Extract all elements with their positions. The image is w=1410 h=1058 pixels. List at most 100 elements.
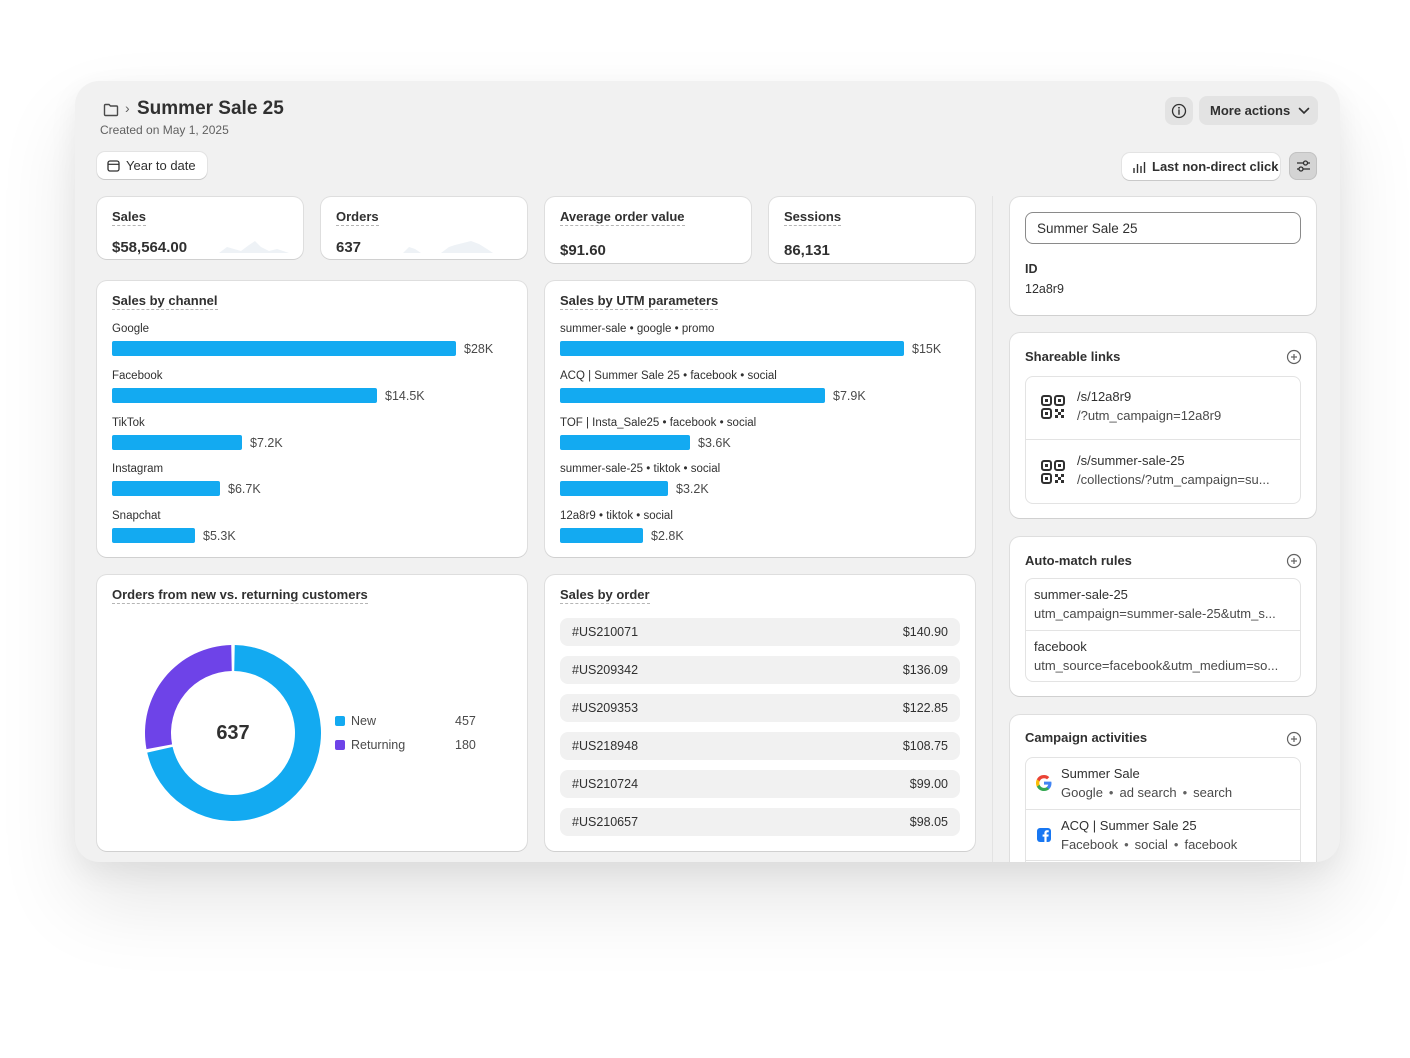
shareable-link-item[interactable]: /s/summer-sale-25 /collections/?utm_camp… bbox=[1026, 439, 1300, 503]
order-row[interactable]: #US209342 $136.09 bbox=[560, 656, 960, 684]
bar bbox=[112, 528, 195, 543]
metric-card-sessions[interactable]: Sessions 86,131 bbox=[769, 197, 975, 263]
activity-item[interactable] bbox=[1026, 860, 1300, 862]
bar bbox=[112, 388, 377, 403]
auto-match-rules-list: summer-sale-25 utm_campaign=summer-sale-… bbox=[1025, 578, 1301, 682]
folder-icon[interactable] bbox=[103, 103, 119, 117]
channel-row-tiktok[interactable]: TikTok $7.2K bbox=[112, 417, 283, 450]
shareable-link-item[interactable]: /s/12a8r9 /?utm_campaign=12a8r9 bbox=[1026, 377, 1300, 439]
bar bbox=[112, 481, 220, 496]
metric-card-sales[interactable]: Sales $58,564.00 bbox=[97, 197, 303, 259]
sales-by-order-card: Sales by order #US210071 $140.90 #US20934… bbox=[545, 575, 975, 851]
bar-value: $7.9K bbox=[833, 388, 866, 403]
channel-row-facebook[interactable]: Facebook $14.5K bbox=[112, 370, 425, 403]
bar-label: Google bbox=[112, 323, 150, 335]
filter-settings-button[interactable] bbox=[1289, 152, 1317, 180]
bar-label: summer-sale • google • promo bbox=[560, 323, 715, 335]
column-divider bbox=[992, 196, 993, 862]
order-row[interactable]: #US209353 $122.85 bbox=[560, 694, 960, 722]
bar-value: $3.6K bbox=[698, 435, 731, 450]
activity-name: Summer Sale bbox=[1061, 766, 1140, 781]
metric-label: Sessions bbox=[784, 209, 842, 226]
metric-value: 637 bbox=[336, 239, 362, 256]
utm-row[interactable]: summer-sale-25 • tiktok • social $3.2K bbox=[560, 463, 720, 496]
chevron-right-icon: › bbox=[125, 100, 130, 116]
order-amount: $99.00 bbox=[909, 777, 948, 791]
donut-segment-new[interactable] bbox=[147, 645, 321, 821]
bar bbox=[560, 435, 690, 450]
campaign-name-input[interactable]: Summer Sale 25 bbox=[1025, 212, 1301, 244]
rule-name: facebook bbox=[1034, 639, 1087, 654]
rule-condition: utm_source=facebook&utm_medium=so... bbox=[1034, 658, 1279, 673]
card-title: Campaign activities bbox=[1025, 730, 1148, 745]
channel-row-instagram[interactable]: Instagram $6.7K bbox=[112, 463, 261, 496]
more-actions-label: More actions bbox=[1210, 103, 1291, 118]
page-subtitle: Created on May 1, 2025 bbox=[100, 123, 229, 137]
activity-item[interactable]: Summer Sale Google • ad search • search bbox=[1026, 758, 1300, 809]
rule-item[interactable]: summer-sale-25 utm_campaign=summer-sale-… bbox=[1026, 579, 1300, 630]
bar bbox=[560, 388, 825, 403]
order-row[interactable]: #US210724 $99.00 bbox=[560, 770, 960, 798]
add-activity-icon[interactable] bbox=[1286, 731, 1302, 747]
qr-code-icon[interactable] bbox=[1041, 460, 1065, 484]
legend-swatch bbox=[335, 716, 345, 726]
donut-chart: 637 bbox=[145, 645, 321, 821]
donut-total: 637 bbox=[216, 721, 250, 744]
order-id: #US218948 bbox=[572, 739, 639, 753]
order-amount: $108.75 bbox=[902, 739, 948, 753]
order-row[interactable]: #US210071 $140.90 bbox=[560, 618, 960, 646]
order-amount: $140.90 bbox=[902, 625, 948, 639]
bar-value: $15K bbox=[912, 341, 942, 356]
order-amount: $136.09 bbox=[902, 663, 948, 677]
utm-row[interactable]: 12a8r9 • tiktok • social $2.8K bbox=[560, 510, 684, 543]
utm-row[interactable]: TOF | Insta_Sale25 • facebook • social $… bbox=[560, 417, 756, 450]
metric-value: $91.60 bbox=[560, 242, 606, 259]
bar-label: summer-sale-25 • tiktok • social bbox=[560, 463, 721, 475]
info-button[interactable] bbox=[1165, 97, 1193, 125]
order-id: #US209342 bbox=[572, 663, 639, 677]
donut-segment-returning[interactable] bbox=[145, 645, 232, 750]
attribution-label: Last non-direct click bbox=[1152, 159, 1279, 174]
qr-code-icon[interactable] bbox=[1041, 395, 1065, 419]
activity-item[interactable]: ACQ | Summer Sale 25 Facebook • social • fac… bbox=[1026, 809, 1300, 860]
metric-label: Orders bbox=[336, 209, 379, 226]
bar-label: TOF | Insta_Sale25 • facebook • social bbox=[560, 417, 757, 429]
order-amount: $98.05 bbox=[909, 815, 948, 829]
bar bbox=[560, 341, 904, 356]
legend-swatch bbox=[335, 740, 345, 750]
bar-label: ACQ | Summer Sale 25 • facebook • social bbox=[560, 370, 777, 382]
rule-item[interactable]: facebook utm_source=facebook&utm_medium=… bbox=[1026, 630, 1300, 681]
metric-label: Sales bbox=[112, 209, 146, 226]
order-id: #US210657 bbox=[572, 815, 639, 829]
auto-match-rules-card: Auto-match rules summer-sale-25 utm_camp… bbox=[1010, 537, 1316, 696]
add-link-icon[interactable] bbox=[1286, 349, 1302, 365]
utm-row[interactable]: summer-sale • google • promo $15K bbox=[560, 323, 941, 356]
bar-label: Facebook bbox=[112, 370, 163, 382]
sparkline bbox=[403, 241, 493, 253]
date-range-label: Year to date bbox=[126, 158, 196, 173]
order-id: #US209353 bbox=[572, 701, 639, 715]
activity-meta: Facebook • social • facebook bbox=[1061, 837, 1238, 852]
bar-label: Instagram bbox=[112, 463, 164, 475]
page-title: Summer Sale 25 bbox=[137, 98, 284, 119]
metric-card-orders[interactable]: Orders 637 bbox=[321, 197, 527, 259]
utm-row[interactable]: ACQ | Summer Sale 25 • facebook • social… bbox=[560, 370, 866, 403]
attribution-model-button[interactable]: Last non-direct click bbox=[1122, 153, 1280, 180]
google-icon bbox=[1036, 775, 1052, 791]
campaign-activities-card: Campaign activities Summer Sale Google • a… bbox=[1010, 715, 1316, 862]
metric-card-aov[interactable]: Average order value $91.60 bbox=[545, 197, 751, 263]
channel-row-snapchat[interactable]: Snapchat $5.3K bbox=[112, 510, 236, 543]
order-row[interactable]: #US218948 $108.75 bbox=[560, 732, 960, 760]
add-rule-icon[interactable] bbox=[1286, 553, 1302, 569]
order-id: #US210724 bbox=[572, 777, 639, 791]
card-title: Sales by UTM parameters bbox=[560, 293, 719, 310]
date-range-button[interactable]: Year to date bbox=[97, 152, 207, 179]
shareable-links-card: Shareable links /s/12a8r9 /?utm_campaign… bbox=[1010, 333, 1316, 518]
more-actions-button[interactable]: More actions bbox=[1199, 96, 1318, 125]
order-row[interactable]: #US210657 $98.05 bbox=[560, 808, 960, 836]
bar-label: Snapchat bbox=[112, 510, 161, 522]
new-vs-returning-card: Orders from new vs. returning customers … bbox=[97, 575, 527, 851]
campaign-details-card: Summer Sale 25 ID 12a8r9 bbox=[1010, 197, 1316, 315]
metric-label: Average order value bbox=[560, 209, 685, 226]
channel-row-google[interactable]: Google $28K bbox=[112, 323, 493, 356]
